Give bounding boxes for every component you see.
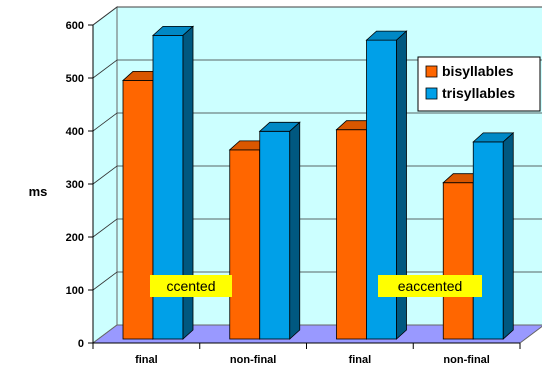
bar-front [442, 182, 474, 340]
y-axis: 0 100 200 300 400 500 600 [66, 20, 94, 350]
annotation-box [150, 275, 232, 297]
bar-side [396, 30, 407, 340]
legend-label: bisyllables [442, 63, 514, 79]
bars [121, 25, 515, 340]
annotation-label: eaccented [398, 278, 463, 294]
y-tick-label: 300 [66, 179, 84, 191]
legend-swatch [425, 87, 438, 100]
y-tick-label: 0 [78, 338, 84, 350]
x-axis: final non-final final non-final [92, 342, 521, 366]
legend-box [417, 56, 541, 112]
y-tick-label: 400 [66, 126, 84, 138]
bar-side [289, 121, 301, 340]
x-tick-label: non-final [443, 354, 489, 366]
annotation-box [378, 275, 482, 297]
bar-front [229, 149, 261, 340]
legend-swatch [425, 65, 438, 78]
gridline [92, 6, 542, 26]
x-tick-label: final [349, 354, 372, 366]
bar-trisyllables [258, 121, 301, 340]
bar-side [502, 131, 514, 340]
y-tick-label: 500 [66, 73, 84, 85]
bar-front [259, 130, 291, 340]
y-tick-label: 100 [66, 285, 84, 297]
annotation-label: ccented [166, 278, 215, 294]
annotations: ccented eaccented [150, 275, 482, 297]
bar-front [336, 129, 367, 340]
x-tick-label: non-final [230, 354, 276, 366]
bar-front [122, 80, 154, 340]
legend: bisyllables trisyllables [417, 56, 541, 112]
bar-side [182, 25, 194, 340]
y-tick-label: 200 [66, 232, 84, 244]
bar-front [472, 141, 504, 340]
bar-trisyllables [472, 131, 515, 340]
x-tick-label: final [135, 354, 158, 366]
y-tick-label: 600 [66, 20, 84, 32]
y-axis-title: ms [29, 184, 48, 199]
legend-label: trisyllables [442, 85, 515, 101]
